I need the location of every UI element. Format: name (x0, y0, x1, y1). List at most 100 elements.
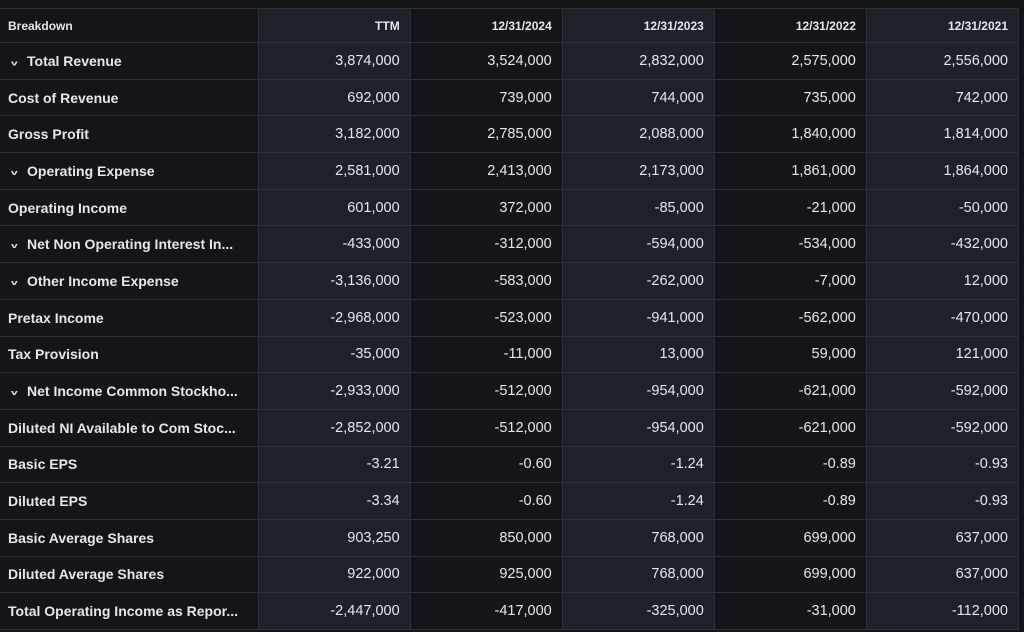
value-cell: -3,136,000 (258, 262, 411, 300)
value-cell: -562,000 (714, 299, 867, 337)
value-cell: -11,000 (410, 336, 563, 374)
table-row: Basic Average Shares 903,250 850,000 768,00… (0, 519, 1020, 557)
value-cell: 601,000 (258, 189, 411, 227)
value-cell: -0.93 (866, 446, 1020, 484)
row-label-cell: Diluted EPS (0, 482, 259, 520)
table-row: Basic EPS -3.21 -0.60 -1.24 -0.89 -0.93 (0, 446, 1020, 484)
value-cell: 744,000 (562, 79, 715, 117)
row-label: Net Non Operating Interest In... (27, 236, 234, 253)
row-label: Diluted EPS (8, 493, 88, 510)
value-cell: 699,000 (714, 519, 867, 557)
chevron-down-icon[interactable]: v (11, 389, 18, 398)
row-label: Other Income Expense (27, 272, 179, 289)
value-cell: -954,000 (562, 372, 715, 410)
row-label-cell: Basic Average Shares (0, 519, 259, 557)
income-statement-table-container: Breakdown TTM 12/31/2024 12/31/2023 12/31/2… (0, 8, 1020, 630)
row-label-cell[interactable]: v Net Non Operating Interest In... (0, 225, 259, 264)
row-label: Total Revenue (27, 52, 122, 69)
row-label-cell: Pretax Income (0, 299, 259, 337)
value-cell: -583,000 (410, 262, 563, 300)
header-column-4: 12/31/2021 (866, 9, 1020, 43)
value-cell: -112,000 (866, 592, 1020, 630)
value-cell: -0.89 (714, 482, 867, 520)
value-cell: -592,000 (866, 409, 1020, 447)
table-row: Pretax Income -2,968,000 -523,000 -941,000-… (0, 299, 1020, 337)
chevron-down-icon[interactable]: v (11, 59, 18, 68)
value-cell: 692,000 (258, 79, 411, 117)
value-cell: 903,250 (258, 519, 411, 557)
value-cell: 1,814,000 (866, 115, 1020, 154)
value-cell: 2,581,000 (258, 152, 411, 190)
value-cell: -417,000 (410, 592, 563, 630)
table-row: Tax Provision -35,000 -11,000 13,000 59,000 1… (0, 336, 1020, 374)
row-label-cell: Diluted NI Available to Com Stoc... (0, 409, 259, 447)
value-cell: 2,785,000 (410, 115, 563, 154)
value-cell: -3.34 (258, 482, 411, 520)
value-cell: -941,000 (562, 299, 715, 337)
row-label-cell: Operating Income (0, 189, 259, 227)
header-column-0: TTM (258, 9, 411, 43)
row-label: Tax Provision (8, 346, 99, 363)
value-cell: -0.60 (410, 482, 563, 520)
row-label: Net Income Common Stockho... (27, 383, 238, 400)
value-cell: 637,000 (866, 556, 1020, 594)
value-cell: -592,000 (866, 372, 1020, 410)
value-cell: -2,933,000 (258, 372, 411, 410)
table-row: Total Operating Income as Repor... -2,447… (0, 592, 1020, 630)
value-cell: -325,000 (562, 592, 715, 630)
row-label-cell[interactable]: v Other Income Expense (0, 262, 259, 300)
value-cell: -2,968,000 (258, 299, 411, 337)
income-statement-table: Breakdown TTM 12/31/2024 12/31/2023 12/31/2… (0, 9, 1020, 630)
value-cell: 121,000 (866, 336, 1020, 374)
value-cell: -523,000 (410, 299, 563, 337)
row-label-cell[interactable]: v Operating Expense (0, 152, 259, 190)
value-cell: -1.24 (562, 482, 715, 520)
value-cell: -262,000 (562, 262, 715, 300)
value-cell: 1,861,000 (714, 152, 867, 190)
row-label-cell: Cost of Revenue (0, 79, 259, 117)
value-cell: 3,874,000 (258, 42, 411, 80)
chevron-down-icon[interactable]: v (11, 169, 18, 178)
row-label: Total Operating Income as Repor... (8, 603, 239, 620)
row-label-cell: Basic EPS (0, 446, 259, 484)
table-row: v Total Revenue 3,874,000 3,524,000 2,832,00… (0, 42, 1020, 80)
value-cell: -312,000 (410, 225, 563, 264)
row-label: Operating Expense (27, 162, 155, 179)
row-label-cell: Gross Profit (0, 115, 259, 154)
value-cell: 637,000 (866, 519, 1020, 557)
row-label: Diluted NI Available to Com Stoc... (8, 419, 236, 436)
table-row: Gross Profit 3,182,000 2,785,000 2,088,000 1… (0, 115, 1020, 154)
value-cell: 742,000 (866, 79, 1020, 117)
row-label: Gross Profit (8, 126, 89, 143)
value-cell: 922,000 (258, 556, 411, 594)
row-label: Cost of Revenue (8, 89, 119, 106)
table-row: Diluted EPS -3.34 -0.60 -1.24 -0.89 -0.93 (0, 482, 1020, 520)
table-row: Cost of Revenue 692,000 739,000 744,000 735,… (0, 79, 1020, 117)
chevron-down-icon[interactable]: v (11, 279, 18, 288)
value-cell: 1,864,000 (866, 152, 1020, 190)
value-cell: -621,000 (714, 372, 867, 410)
header-column-2: 12/31/2023 (562, 9, 715, 43)
value-cell: 2,832,000 (562, 42, 715, 80)
row-label-cell[interactable]: v Net Income Common Stockho... (0, 372, 259, 410)
value-cell: 739,000 (410, 79, 563, 117)
value-cell: 925,000 (410, 556, 563, 594)
row-label-cell[interactable]: v Total Revenue (0, 42, 259, 80)
value-cell: -621,000 (714, 409, 867, 447)
value-cell: -954,000 (562, 409, 715, 447)
row-label-cell: Diluted Average Shares (0, 556, 259, 594)
table-row: v Other Income Expense -3,136,000 -583,000-… (0, 262, 1020, 300)
value-cell: -0.60 (410, 446, 563, 484)
value-cell: 699,000 (714, 556, 867, 594)
value-cell: -512,000 (410, 409, 563, 447)
table-header-row: Breakdown TTM 12/31/2024 12/31/2023 12/31/2… (0, 9, 1020, 43)
value-cell: 2,173,000 (562, 152, 715, 190)
value-cell: 850,000 (410, 519, 563, 557)
value-cell: -3.21 (258, 446, 411, 484)
table-row: v Net Non Operating Interest In... -433,00… (0, 225, 1020, 264)
value-cell: 2,413,000 (410, 152, 563, 190)
value-cell: -31,000 (714, 592, 867, 630)
row-label: Basic EPS (8, 456, 78, 473)
value-cell: 2,575,000 (714, 42, 867, 80)
chevron-down-icon[interactable]: v (11, 242, 18, 251)
